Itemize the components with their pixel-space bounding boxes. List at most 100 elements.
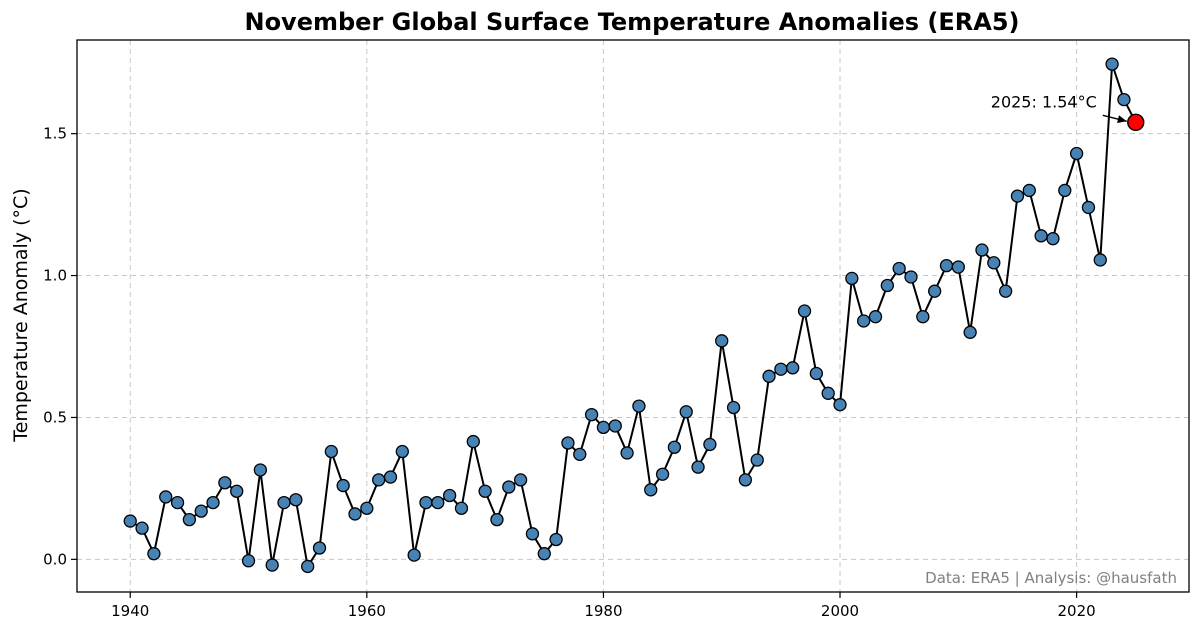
data-point	[312, 541, 327, 555]
data-point	[797, 304, 812, 318]
data-point	[194, 504, 208, 518]
data-point	[845, 271, 859, 286]
data-point	[478, 484, 492, 498]
data-point	[892, 261, 906, 276]
data-point	[277, 495, 291, 510]
data-credit: Data: ERA5 | Analysis: @hausfath	[925, 569, 1177, 587]
highlight-point	[1127, 113, 1145, 132]
annotation-group: 2025: 1.54°C	[991, 92, 1127, 124]
data-point	[513, 473, 528, 487]
data-point	[809, 366, 824, 381]
data-point	[1010, 189, 1025, 203]
data-point	[442, 488, 457, 503]
grid-lines	[77, 40, 1189, 592]
y-axis-label: Temperature Anomaly (°C)	[10, 188, 32, 442]
data-point	[857, 314, 871, 328]
x-tick-label: 2020	[1058, 602, 1096, 620]
data-point	[939, 258, 954, 273]
data-point	[466, 434, 480, 449]
data-point	[596, 420, 611, 435]
plot-frame	[76, 39, 1190, 593]
data-point	[431, 495, 445, 510]
data-point	[975, 243, 989, 257]
data-point	[987, 256, 1001, 270]
data-point	[1034, 229, 1048, 243]
axis-ticks: 1940 1960 1980 2000 2020 0.0 0.5 1.0 1.5	[43, 125, 1096, 620]
data-point	[135, 521, 149, 535]
data-point	[1081, 200, 1096, 215]
data-point	[206, 495, 220, 510]
data-point	[502, 480, 516, 494]
data-point	[419, 495, 433, 510]
data-point	[324, 444, 338, 459]
data-point	[348, 507, 362, 521]
data-point	[655, 467, 670, 481]
data-point	[786, 361, 800, 375]
data-point	[679, 405, 693, 419]
data-point	[916, 310, 930, 324]
data-point	[928, 284, 942, 298]
data-point	[963, 325, 977, 339]
data-point	[454, 501, 469, 515]
data-point	[230, 484, 244, 498]
data-point	[549, 532, 563, 547]
y-tick-label: 0.5	[43, 408, 67, 426]
y-tick-label: 0.0	[43, 550, 67, 568]
data-point	[170, 495, 185, 510]
data-point	[774, 362, 788, 376]
data-point	[691, 460, 705, 474]
data-point	[147, 547, 161, 561]
x-tick-label: 1980	[584, 602, 622, 620]
highlight-label: 2025: 1.54°C	[991, 92, 1097, 111]
data-point	[383, 470, 398, 484]
data-point	[159, 490, 173, 504]
data-point	[253, 463, 268, 477]
x-tick-label: 1940	[111, 602, 149, 620]
data-point	[182, 512, 197, 527]
data-point	[951, 260, 965, 274]
series-line	[129, 63, 1137, 570]
data-point	[265, 558, 279, 572]
data-points	[123, 57, 1145, 574]
data-point	[123, 514, 137, 528]
data-point	[998, 284, 1013, 298]
x-tick-label: 1960	[348, 602, 386, 620]
data-point	[1046, 232, 1060, 246]
data-point	[833, 398, 847, 412]
data-point	[868, 310, 883, 324]
data-point	[525, 527, 540, 541]
data-point	[644, 483, 658, 497]
data-point	[1069, 146, 1084, 161]
data-point	[762, 369, 776, 383]
data-point	[750, 453, 764, 467]
data-point	[904, 270, 918, 284]
data-point	[715, 334, 729, 348]
y-tick-label: 1.5	[43, 125, 67, 143]
data-point	[821, 386, 835, 400]
data-point	[289, 493, 303, 507]
data-point	[1105, 57, 1119, 71]
data-point	[573, 447, 587, 462]
data-point	[301, 559, 315, 574]
data-point	[1117, 92, 1131, 107]
y-tick-label: 1.0	[43, 267, 67, 285]
data-point	[490, 512, 504, 527]
arrow-head-icon	[1117, 115, 1127, 124]
data-point	[241, 554, 256, 568]
data-point	[407, 548, 421, 562]
data-point	[703, 437, 717, 452]
data-point	[1058, 183, 1072, 198]
data-point	[336, 478, 350, 493]
data-point	[880, 278, 894, 293]
data-point	[1093, 253, 1107, 267]
data-point	[584, 407, 599, 422]
data-point	[738, 473, 753, 487]
data-point	[360, 501, 374, 515]
data-point	[632, 399, 646, 413]
data-point	[537, 547, 551, 561]
data-point	[1022, 183, 1036, 198]
data-point	[667, 440, 682, 454]
chart-title: November Global Surface Temperature Anom…	[244, 8, 1019, 36]
data-point	[726, 400, 741, 415]
